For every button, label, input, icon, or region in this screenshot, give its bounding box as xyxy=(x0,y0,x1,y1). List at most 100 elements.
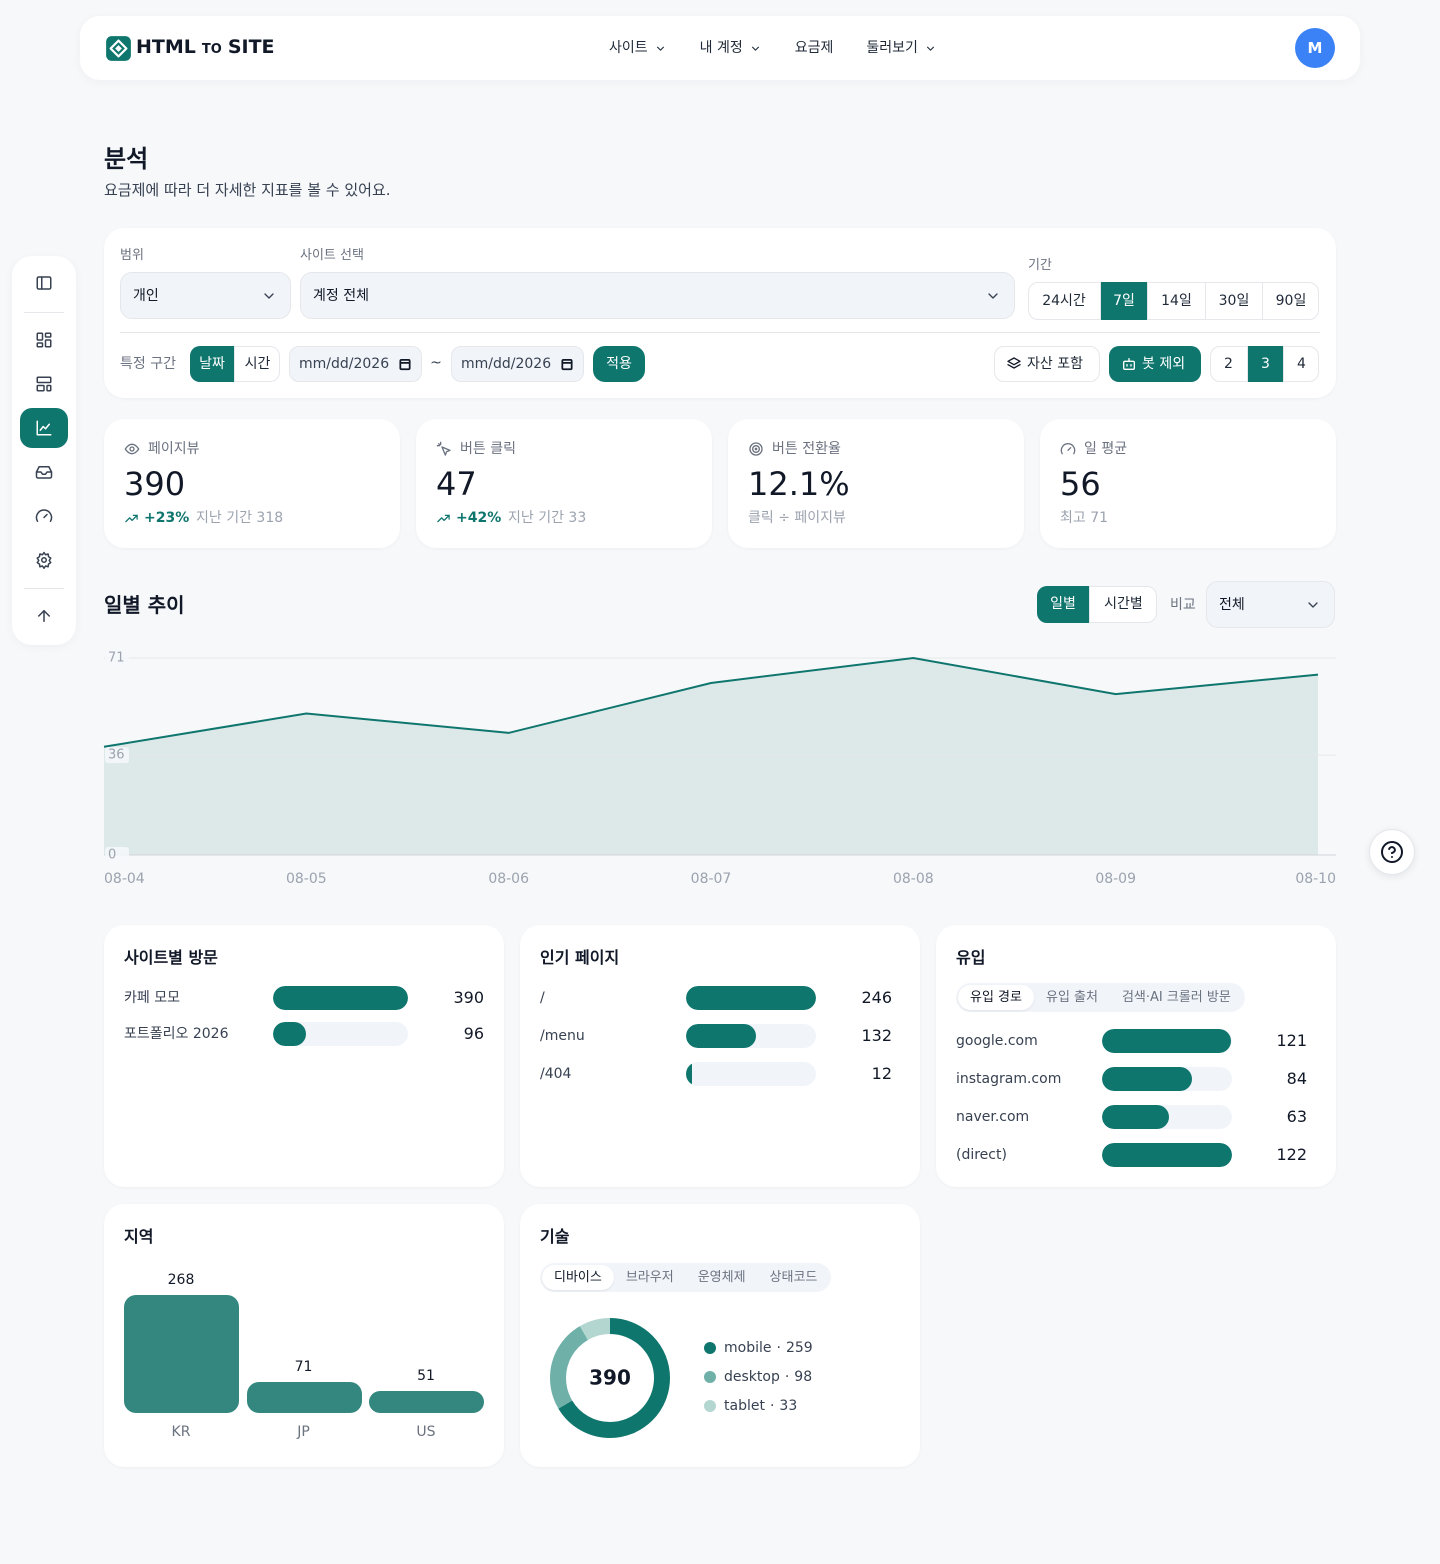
row-label: / xyxy=(540,990,545,1006)
icon-part xyxy=(436,441,442,447)
panel xyxy=(104,925,504,1187)
y-tick-label: 0 xyxy=(108,848,116,863)
icon-part xyxy=(444,514,450,520)
icon-part xyxy=(115,45,122,52)
segment[interactable]: 30일 xyxy=(1205,282,1262,320)
stat-icon xyxy=(749,442,763,456)
compare-label: 비교 xyxy=(1170,597,1196,613)
legend-entry: mobile · 259 xyxy=(724,1336,813,1360)
icon-part xyxy=(1007,357,1021,366)
icon-part xyxy=(754,447,758,451)
sidebar-icon xyxy=(35,509,53,522)
icon-part xyxy=(36,376,52,384)
toggle-button[interactable] xyxy=(1109,346,1201,382)
legend-separator: · xyxy=(769,1398,775,1414)
legend-entry: desktop · 98 xyxy=(724,1365,812,1389)
x-tick-label: 08-05 xyxy=(286,871,327,887)
sidebar-icon xyxy=(36,332,52,348)
icon-part xyxy=(35,466,53,479)
stat-change: +23% xyxy=(144,510,190,526)
row-label: /menu xyxy=(540,1028,585,1044)
segment[interactable]: 시간 xyxy=(234,346,280,382)
tab[interactable]: 브라우저 xyxy=(625,1270,674,1285)
bar-track xyxy=(273,986,408,1010)
segment[interactable]: 3 xyxy=(1247,346,1283,382)
avatar[interactable]: M xyxy=(1295,28,1335,68)
nav-item[interactable]: 요금제 xyxy=(795,36,834,60)
row-value: 390 xyxy=(453,988,484,1007)
bar xyxy=(273,1022,307,1046)
sidebar-icon xyxy=(36,420,52,436)
icon-part xyxy=(1123,360,1135,370)
panel-title: 지역 xyxy=(124,1227,154,1246)
tab[interactable]: 유입 출처 xyxy=(1045,990,1098,1005)
icon-part xyxy=(44,332,52,338)
sidebar-icon xyxy=(36,376,52,392)
tab[interactable]: 검색·AI 크롤러 방문 xyxy=(1121,990,1231,1005)
nav-item[interactable]: 사이트 xyxy=(609,36,667,60)
brand-end: SITE xyxy=(227,36,275,58)
segment[interactable]: 4 xyxy=(1283,346,1319,382)
icon-part xyxy=(1007,364,1021,369)
tab[interactable]: 디바이스 xyxy=(542,1265,614,1290)
y-tick-label: 71 xyxy=(108,651,125,666)
stat-note: 지난 기간 318 xyxy=(196,510,284,526)
bar xyxy=(1102,1143,1232,1167)
stat-value: 12.1% xyxy=(748,465,850,503)
icon-part xyxy=(132,514,138,520)
value-label: 51 xyxy=(417,1367,435,1384)
segment[interactable]: 24시간 xyxy=(1042,293,1086,309)
select-value: 전체 xyxy=(1219,597,1245,613)
tab[interactable]: 유입 경로 xyxy=(958,985,1034,1010)
stat-card xyxy=(104,419,400,548)
layers-icon xyxy=(1007,357,1021,369)
bar xyxy=(686,1062,693,1086)
bar-track xyxy=(1102,1029,1232,1053)
legend-dot xyxy=(704,1400,716,1412)
icon-part xyxy=(124,443,140,455)
segment[interactable]: 7일 xyxy=(1100,282,1147,320)
tab-bar: 디바이스 브라우저 운영체제 상태코드 xyxy=(540,1263,832,1292)
segment[interactable]: 날짜 xyxy=(190,346,234,382)
brand-main: HTML xyxy=(136,36,196,58)
x-tick-label: JP xyxy=(297,1424,310,1440)
nav-label: 둘러보기 xyxy=(866,40,918,56)
tick-label-bg xyxy=(105,650,129,666)
value-label: 71 xyxy=(294,1358,313,1375)
line xyxy=(103,656,1319,748)
stat-label: 버튼 전환율 xyxy=(772,441,841,457)
sidebar xyxy=(12,256,76,645)
y-tick-label: 36 xyxy=(108,748,125,763)
bar-track xyxy=(686,1024,816,1048)
select[interactable] xyxy=(120,272,291,319)
tab[interactable]: 운영체제 xyxy=(697,1270,746,1285)
nav-item[interactable]: 둘러보기 xyxy=(866,36,937,60)
bar xyxy=(1102,1029,1231,1053)
stat-change: +42% xyxy=(456,510,502,526)
stat-card xyxy=(1040,419,1336,548)
stat-value: 390 xyxy=(124,465,186,503)
stat-icon xyxy=(1060,443,1076,455)
legend-separator: · xyxy=(776,1340,781,1356)
segment[interactable]: 90일 xyxy=(1262,282,1319,320)
bot-icon xyxy=(1123,358,1135,370)
tab[interactable]: 상태코드 xyxy=(769,1270,818,1285)
segment[interactable]: 시간별 xyxy=(1089,586,1157,623)
apply-button[interactable]: 적용 xyxy=(593,346,645,382)
brand: HTML TO SITE xyxy=(136,36,275,62)
segment[interactable]: 14일 xyxy=(1147,282,1205,320)
sidebar-icon xyxy=(35,466,53,479)
icon-part xyxy=(46,384,52,392)
legend-value: 259 xyxy=(785,1340,813,1356)
segment[interactable]: 일별 xyxy=(1037,586,1089,623)
chevron xyxy=(264,293,274,299)
select[interactable] xyxy=(1206,581,1335,628)
segment[interactable]: 2 xyxy=(1224,356,1233,372)
legend-value: 33 xyxy=(779,1398,798,1414)
panel-title: 기술 xyxy=(540,1227,570,1246)
nav-item[interactable]: 내 계정 xyxy=(700,36,762,60)
sidebar-divider xyxy=(24,312,64,313)
select[interactable] xyxy=(300,272,1015,319)
icon-part xyxy=(264,293,274,299)
